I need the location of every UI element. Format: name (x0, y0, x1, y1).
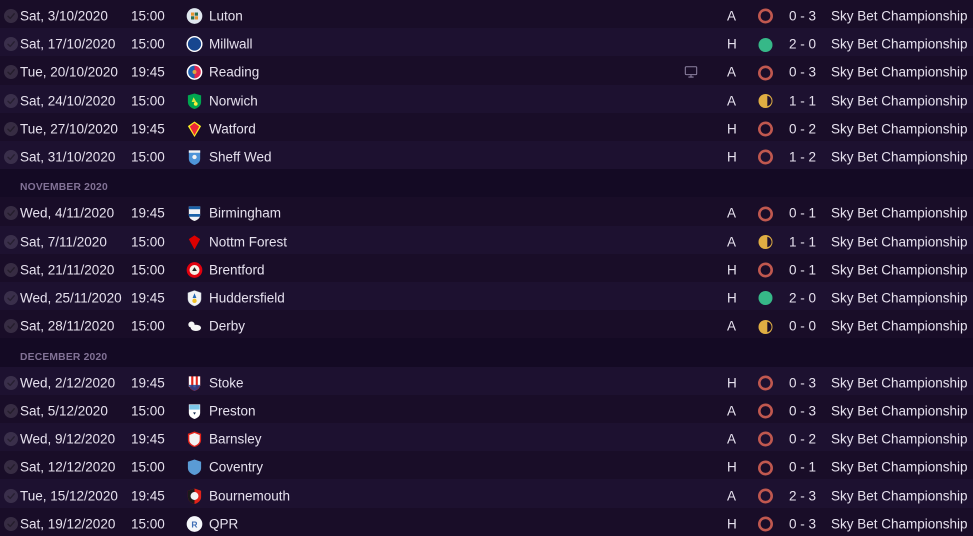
svg-text:R: R (191, 519, 197, 529)
